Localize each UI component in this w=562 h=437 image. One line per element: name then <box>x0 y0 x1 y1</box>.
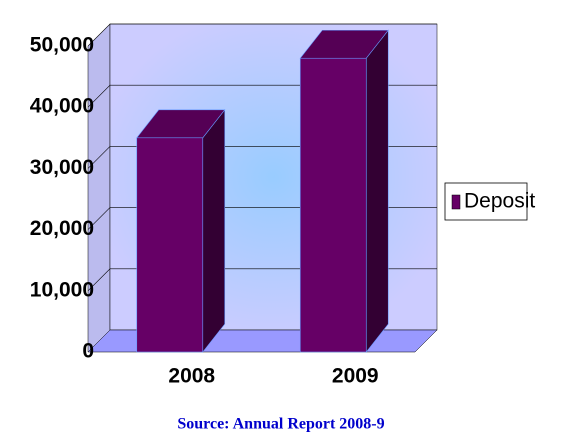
y-tick-label: 10,000 <box>30 278 94 301</box>
bar-side <box>365 29 389 353</box>
bar <box>136 137 204 353</box>
legend-marker <box>451 194 461 210</box>
source-note: Source: Annual Report 2008-9 <box>177 416 384 433</box>
grid-line <box>87 23 437 47</box>
bars <box>136 29 389 353</box>
y-tick-label: 40,000 <box>30 95 94 118</box>
bar <box>299 57 367 353</box>
legend-label: Deposit <box>464 190 535 213</box>
y-tick-label: 50,000 <box>30 34 94 57</box>
x-tick-label: 2009 <box>332 365 379 388</box>
y-tick-label: 30,000 <box>30 156 94 179</box>
x-tick-label: 2008 <box>168 365 215 388</box>
left-wall <box>87 23 111 353</box>
bar-side <box>202 108 226 353</box>
y-tick-label: 0 <box>82 340 94 363</box>
y-tick-label: 20,000 <box>30 217 94 240</box>
